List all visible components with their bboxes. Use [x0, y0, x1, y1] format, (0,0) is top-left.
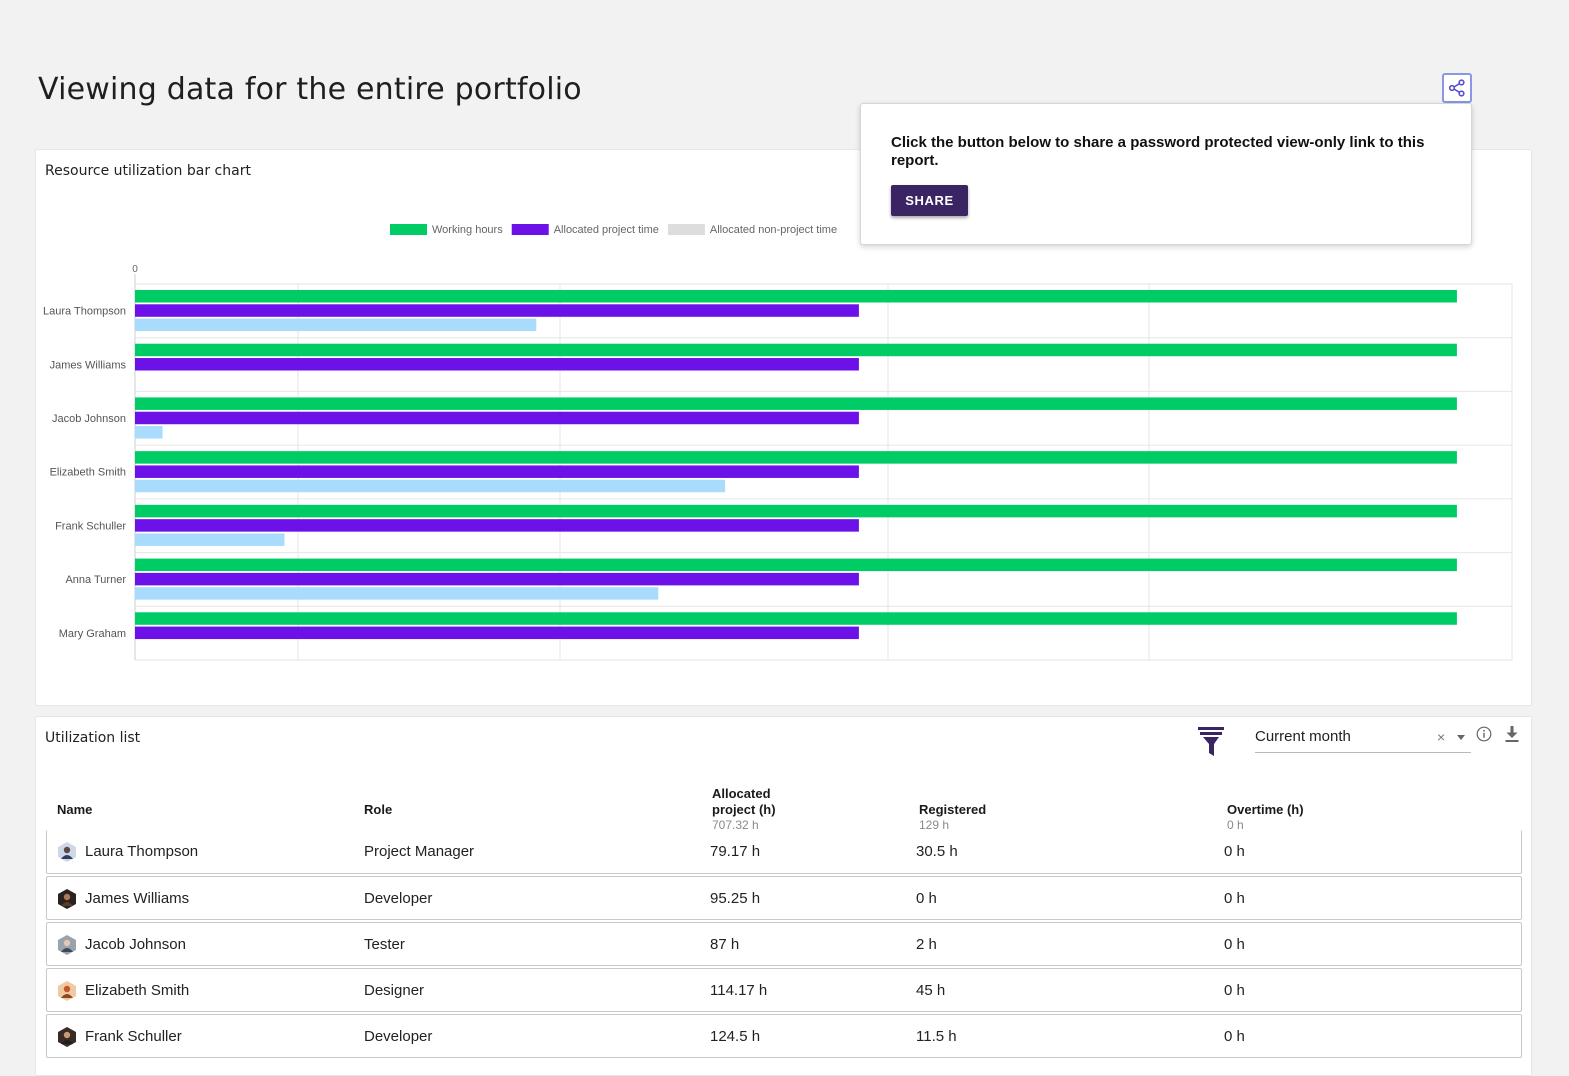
list-card-title: Utilization list	[45, 730, 141, 746]
share-icon-button[interactable]	[1442, 73, 1472, 103]
chart-category-label: Frank Schuller	[55, 520, 126, 532]
column-header-overtime[interactable]: Overtime (h) 0 h	[1227, 802, 1304, 833]
cell-name: Laura Thompson	[85, 843, 199, 860]
avatar	[58, 1027, 76, 1047]
funnel-icon[interactable]	[1197, 726, 1225, 758]
period-select[interactable]: Current month ×	[1255, 724, 1471, 753]
cell-allocated: 87 h	[710, 936, 740, 953]
chart-legend-swatch	[511, 224, 549, 235]
chart-category-label: Mary Graham	[59, 628, 126, 640]
column-header-label: Allocated project (h)	[712, 786, 776, 817]
chart-bar	[135, 504, 1457, 518]
cell-registered: 11.5 h	[916, 1028, 957, 1045]
chart-category-label: Jacob Johnson	[52, 413, 126, 425]
chart-bar	[135, 558, 1457, 572]
cell-role: Tester	[364, 936, 405, 953]
avatar	[58, 842, 76, 862]
chart-card-title: Resource utilization bar chart	[45, 163, 251, 179]
chart-legend-label: Working hours	[432, 224, 503, 236]
chart-bar	[135, 411, 859, 425]
cell-name: James Williams	[85, 890, 190, 907]
chart-bar	[135, 397, 1457, 410]
avatar	[58, 889, 76, 909]
chart-legend-swatch	[390, 224, 427, 235]
chart-bar	[135, 304, 859, 317]
share-popover-text: Click the button below to share a passwo…	[891, 134, 1425, 169]
chevron-down-icon[interactable]	[1457, 735, 1465, 740]
column-header-total: 707.32 h	[712, 818, 759, 832]
chart-bar	[135, 572, 859, 586]
chart-category-label: James Williams	[50, 359, 127, 371]
chart-bar	[135, 290, 1457, 303]
cell-allocated: 114.17 h	[710, 982, 768, 999]
cell-registered: 30.5 h	[916, 843, 958, 860]
share-popover: Click the button below to share a passwo…	[860, 103, 1472, 245]
cell-registered: 45 h	[916, 982, 946, 999]
cell-name: Frank Schuller	[85, 1028, 182, 1045]
info-icon[interactable]	[1476, 726, 1492, 742]
chart-bar	[135, 451, 1457, 464]
column-header-label: Role	[364, 802, 393, 817]
share-button[interactable]: SHARE	[891, 185, 968, 216]
chart-bar	[135, 318, 537, 332]
cell-role: Developer	[364, 1028, 433, 1045]
cell-allocated: 95.25 h	[710, 890, 761, 907]
cell-allocated: 79.17 h	[710, 843, 761, 860]
column-header-total: 0 h	[1227, 818, 1244, 832]
chart-bar	[135, 587, 659, 600]
cell-overtime: 0 h	[1224, 843, 1245, 860]
clear-icon[interactable]: ×	[1437, 729, 1446, 745]
chart-bar	[135, 343, 1457, 357]
column-header-label: Name	[57, 802, 93, 817]
chart-category-label: Laura Thompson	[43, 306, 126, 318]
chart-bar	[135, 533, 285, 546]
share-icon	[1448, 79, 1465, 97]
cell-role: Developer	[364, 890, 433, 907]
cell-allocated: 124.5 h	[710, 1028, 761, 1045]
download-icon[interactable]	[1504, 725, 1520, 743]
column-header-label: Registered	[919, 802, 987, 817]
cell-overtime: 0 h	[1224, 1028, 1245, 1045]
cell-registered: 0 h	[916, 890, 937, 907]
table-row[interactable]: Laura Thompson Project Manager 79.17 h 3…	[46, 830, 1522, 874]
cell-registered: 2 h	[916, 936, 937, 953]
chart-legend-label: Allocated project time	[554, 224, 659, 236]
column-header-registered[interactable]: Registered 129 h	[919, 802, 986, 833]
table-row[interactable]: Elizabeth Smith Designer 114.17 h 45 h 0…	[46, 968, 1522, 1012]
column-header-name[interactable]: Name	[57, 802, 92, 818]
utilization-rows: Laura Thompson Project Manager 79.17 h 3…	[46, 830, 1522, 1060]
chart-bar	[135, 426, 163, 439]
cell-role: Designer	[364, 982, 425, 999]
table-row[interactable]: Jacob Johnson Tester 87 h 2 h 0 h	[46, 922, 1522, 966]
chart-bar	[135, 479, 726, 493]
chart-bar	[135, 519, 859, 532]
cell-name: Jacob Johnson	[85, 936, 186, 953]
chart-legend-label: Allocated non-project time	[710, 224, 837, 236]
cell-overtime: 0 h	[1224, 936, 1245, 953]
chart-category-label: Anna Turner	[65, 574, 126, 586]
cell-overtime: 0 h	[1224, 890, 1245, 907]
utilization-list-card: Utilization list Current month × Name Ro…	[35, 716, 1532, 1076]
column-header-total: 129 h	[919, 818, 950, 832]
chart-bar	[135, 358, 859, 371]
chart-bar	[135, 465, 859, 478]
column-header-label: Overtime (h)	[1227, 802, 1304, 817]
utilization-bar-chart: 0 Working hours Allocated project time Allo…	[43, 224, 1513, 661]
cell-overtime: 0 h	[1224, 982, 1245, 999]
avatar	[58, 935, 76, 955]
page-title: Viewing data for the entire portfolio	[38, 72, 582, 107]
chart-bar	[135, 626, 859, 640]
period-select-value: Current month	[1255, 728, 1351, 745]
chart-category-label: Elizabeth Smith	[50, 467, 126, 479]
table-row[interactable]: James Williams Developer 95.25 h 0 h 0 h	[46, 876, 1522, 920]
chart-bar	[135, 612, 1457, 625]
chart-legend-swatch	[667, 224, 705, 235]
cell-name: Elizabeth Smith	[85, 982, 190, 999]
column-header-allocated[interactable]: Allocated project (h) 707.32 h	[712, 786, 802, 833]
chart-x-tick-label: 0	[132, 264, 138, 275]
avatar	[58, 981, 76, 1001]
table-row[interactable]: Frank Schuller Developer 124.5 h 11.5 h …	[46, 1014, 1522, 1058]
column-header-role[interactable]: Role	[364, 802, 392, 818]
cell-role: Project Manager	[364, 843, 475, 860]
